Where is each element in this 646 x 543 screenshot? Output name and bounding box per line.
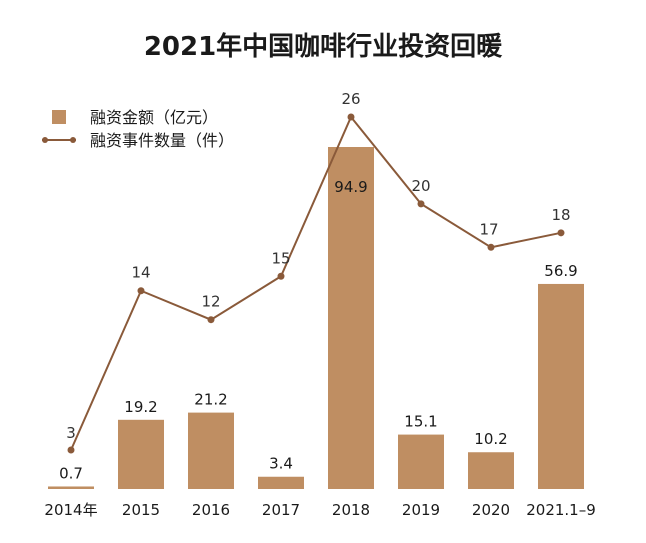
x-tick-6: 2020 [472, 501, 510, 519]
bar-4 [328, 147, 374, 489]
line-path [70, 115, 562, 451]
line-point-2 [207, 316, 215, 324]
bar-label-6: 10.2 [474, 430, 507, 448]
bar-label-1: 19.2 [124, 398, 157, 416]
bar-2 [188, 412, 234, 489]
chart-title: 2021年中国咖啡行业投资回暖 [144, 31, 503, 62]
bar-label-4: 94.9 [334, 178, 367, 196]
legend: 融资金额（亿元） 融资事件数量（件） [42, 108, 234, 150]
bar-label-0: 0.7 [59, 464, 83, 482]
bar-label-7: 56.9 [544, 262, 577, 280]
line-series-group: 3 14 12 15 26 20 17 18 [66, 90, 571, 454]
bar-label-5: 15.1 [404, 413, 437, 431]
bars-group [48, 147, 584, 489]
bar-label-3: 3.4 [269, 455, 293, 473]
line-label-5: 20 [411, 177, 430, 195]
line-point-7 [557, 229, 565, 237]
bar-labels-group: 0.7 19.2 21.2 3.4 94.9 15.1 10.2 56.9 [59, 178, 578, 482]
bar-7 [538, 283, 584, 489]
line-point-0 [67, 446, 75, 454]
line-label-2: 12 [201, 293, 220, 311]
x-tick-2: 2016 [192, 501, 230, 519]
x-axis: 2014年 2015 2016 2017 2018 2019 2020 2021.1–9 [44, 501, 595, 519]
bar-0 [48, 486, 94, 489]
x-tick-1: 2015 [122, 501, 160, 519]
x-tick-7: 2021.1–9 [526, 501, 596, 519]
line-point-3 [277, 272, 285, 280]
line-label-0: 3 [66, 424, 76, 442]
legend-line-marker-left [42, 137, 48, 143]
legend-line-marker-right [70, 137, 76, 143]
line-label-4: 26 [341, 90, 360, 108]
bar-6 [468, 452, 514, 489]
line-label-7: 18 [551, 206, 570, 224]
bar-3 [258, 476, 304, 489]
legend-bar-label: 融资金额（亿元） [90, 108, 218, 127]
x-tick-4: 2018 [332, 501, 370, 519]
bar-label-2: 21.2 [194, 391, 227, 409]
line-point-6 [487, 243, 495, 251]
legend-line-label: 融资事件数量（件） [90, 131, 234, 150]
x-tick-5: 2019 [402, 501, 440, 519]
bar-5 [398, 434, 444, 489]
line-point-1 [137, 287, 145, 295]
line-label-3: 15 [271, 249, 290, 267]
line-point-5 [417, 200, 425, 208]
bar-1 [118, 419, 164, 489]
line-label-6: 17 [479, 220, 498, 238]
legend-bar-swatch [52, 110, 66, 124]
line-label-1: 14 [131, 264, 150, 282]
x-tick-3: 2017 [262, 501, 300, 519]
x-tick-0: 2014年 [44, 501, 97, 519]
line-point-4 [347, 113, 355, 121]
